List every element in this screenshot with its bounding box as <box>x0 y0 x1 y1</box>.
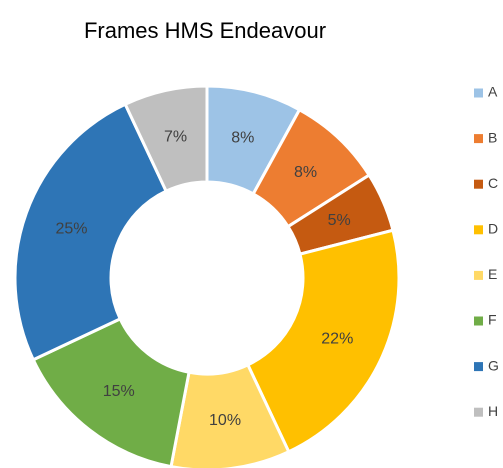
legend-label: D <box>488 221 498 237</box>
data-label: 8% <box>294 164 317 181</box>
data-label: 7% <box>164 129 187 146</box>
data-label: 8% <box>231 130 254 147</box>
legend-swatch <box>474 362 483 372</box>
legend-label: H <box>488 403 498 419</box>
legend-swatch <box>474 225 483 235</box>
legend-swatch <box>474 134 483 144</box>
legend-label: A <box>488 84 498 100</box>
donut-segment <box>13 102 169 362</box>
legend-label: G <box>488 357 499 373</box>
legend-swatch <box>474 179 483 189</box>
legend-swatch <box>474 88 483 98</box>
legend-label: B <box>488 129 497 145</box>
donut-segment <box>245 228 401 454</box>
legend-swatch <box>474 316 483 326</box>
data-label: 5% <box>328 212 351 229</box>
legend-label: C <box>488 175 498 191</box>
data-label: 25% <box>55 220 87 237</box>
chart-title: Frames HMS Endeavour <box>84 18 326 43</box>
legend-label: E <box>488 266 497 282</box>
legend-swatch <box>474 407 483 417</box>
legend-swatch <box>474 270 483 280</box>
legend-label: F <box>488 312 497 328</box>
data-label: 22% <box>321 331 353 348</box>
data-label: 15% <box>103 383 135 400</box>
donut-segment <box>123 84 209 194</box>
data-label: 10% <box>209 412 241 429</box>
